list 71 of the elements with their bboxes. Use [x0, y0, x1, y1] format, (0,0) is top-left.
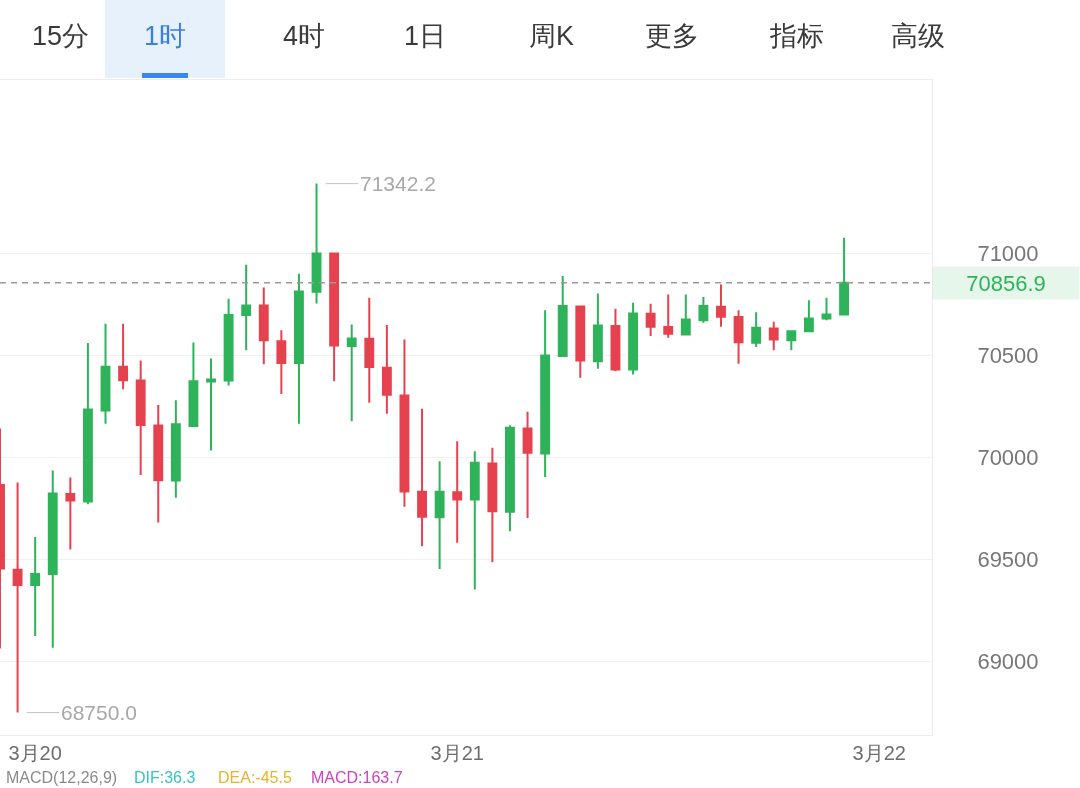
- candlestick: [206, 357, 216, 452]
- candlestick: [452, 440, 463, 544]
- candlestick: [381, 324, 392, 415]
- candlestick: [575, 305, 586, 379]
- candlestick: [241, 263, 252, 352]
- candlestick: [223, 297, 234, 387]
- text: 15分: [32, 21, 90, 51]
- text: DIF:36.3: [134, 769, 196, 786]
- text: MACD:163.7: [311, 769, 403, 786]
- candlestick: [434, 460, 445, 570]
- ref-line-label: 70856.9: [966, 270, 1046, 296]
- candlestick: [592, 292, 603, 370]
- candlestick: [610, 307, 621, 373]
- y-tick-label: 69000: [977, 649, 1039, 675]
- x-tick-label: 3月20: [8, 742, 62, 764]
- candlestick: [540, 309, 551, 478]
- text: 1时: [144, 21, 187, 51]
- y-tick-label: 70000: [977, 445, 1039, 471]
- candlestick: [30, 536, 41, 638]
- candlestick: [12, 481, 23, 714]
- candlestick: [839, 236, 850, 316]
- text: 指标: [769, 21, 824, 51]
- candlestick: [751, 311, 762, 349]
- candlestick: [311, 182, 322, 305]
- y-tick-label: 70500: [977, 343, 1039, 369]
- candlestick: [698, 296, 709, 324]
- annotation: 71342.2: [360, 172, 436, 195]
- x-tick-label: 3月21: [430, 742, 484, 764]
- candlestick: [170, 399, 181, 499]
- candlestick: [399, 338, 410, 508]
- text: 4时: [283, 21, 326, 51]
- candlestick: [645, 302, 656, 338]
- candlestick: [118, 322, 129, 391]
- candlestick: [557, 275, 568, 358]
- candlestick: [329, 252, 340, 383]
- candlestick: [65, 476, 76, 551]
- candlestick: [364, 296, 375, 404]
- candlestick: [294, 272, 304, 425]
- candlestick: [733, 309, 744, 365]
- candlestick: [768, 320, 779, 352]
- candlestick: [505, 424, 515, 533]
- candlestick: [47, 469, 58, 649]
- text: 周K: [529, 21, 575, 51]
- candlestick: [417, 407, 427, 548]
- candlestick: [821, 296, 832, 322]
- y-tick-label: 69500: [977, 547, 1039, 573]
- annotation: 68750.0: [61, 701, 137, 724]
- text: MACD(12,26,9): [6, 769, 118, 786]
- candlestick: [628, 301, 638, 376]
- candlestick: [680, 293, 691, 337]
- candlestick: [487, 446, 498, 564]
- candlestick: [803, 299, 814, 333]
- candlestick: [276, 329, 287, 396]
- text: 高级: [891, 21, 945, 51]
- text: 1日: [404, 21, 447, 51]
- candlestick: [135, 359, 146, 477]
- candlestick: [82, 342, 93, 506]
- candlestick: [716, 283, 726, 328]
- candlestick: [786, 330, 797, 352]
- candlestick: [663, 293, 674, 339]
- y-tick-label: 71000: [977, 241, 1039, 267]
- text: DEA:-45.5: [218, 769, 292, 786]
- candlestick: [188, 341, 199, 428]
- candlestick: [522, 410, 533, 519]
- candlestick: [153, 404, 164, 524]
- candlestick: [469, 450, 480, 591]
- candlestick: [100, 322, 111, 425]
- candlestick: [346, 323, 357, 423]
- candlestick: [258, 286, 269, 366]
- x-tick-label: 3月22: [852, 742, 906, 764]
- text: 更多: [645, 21, 699, 51]
